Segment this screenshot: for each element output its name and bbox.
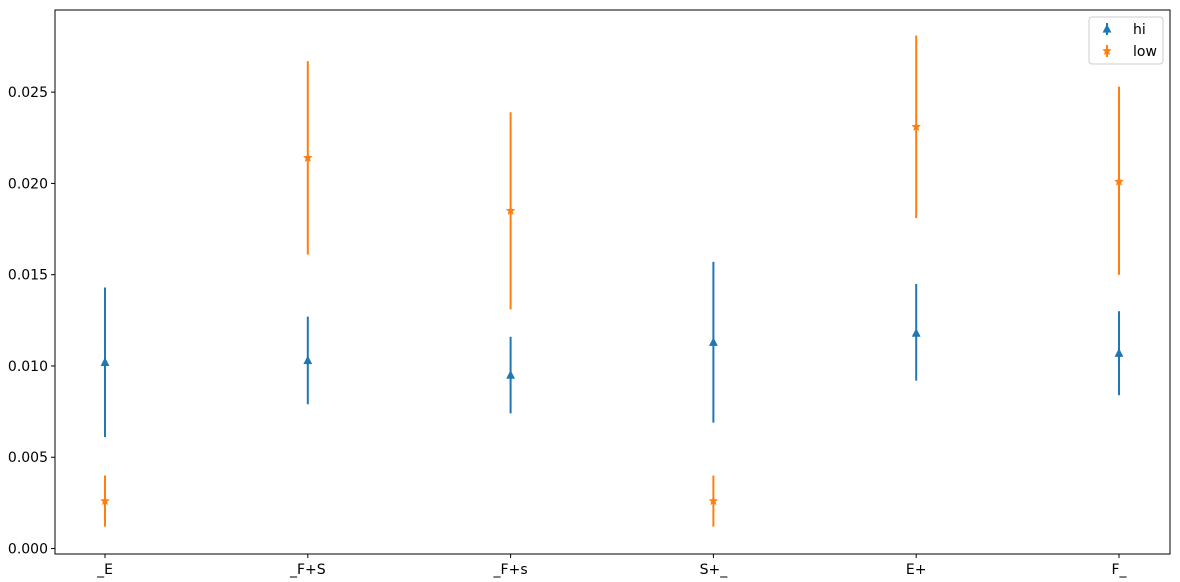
y-axis: 0.000 0.005 0.010 0.015 0.020 0.025 [8,85,55,558]
legend: hi low [1088,16,1164,65]
legend-marker-low [1102,45,1112,56]
data-point-hi [1114,348,1124,357]
data-point-hi [708,337,718,346]
data-point-low [708,495,719,506]
x-tick-label: F_ [1111,562,1127,578]
series-hi [100,261,1124,438]
x-tick-label: E+ [906,562,927,578]
legend-marker-hi [1102,23,1112,33]
x-axis: _E _F+S _F+s S+_ E+ F_ [96,554,1128,578]
x-tick-label: _F+s [493,562,528,578]
y-tick-label: 0.005 [8,450,48,466]
data-point-hi [506,370,516,379]
x-tick-label: _F+S [289,562,326,578]
series-layer [100,35,1124,527]
y-tick-label: 0.025 [8,85,48,101]
y-tick-label: 0.010 [8,359,48,375]
data-point-low [1114,176,1124,186]
data-point-low [100,495,110,506]
data-point-low [911,121,922,132]
x-tick-label: _E [96,562,113,578]
series-low [100,35,1124,527]
y-tick-label: 0.020 [8,176,48,192]
data-point-hi [911,328,921,337]
data-point-hi [100,357,110,366]
x-tick-label: S+_ [700,562,729,578]
y-tick-label: 0.000 [8,542,48,558]
data-point-low [505,205,516,215]
y-tick-label: 0.015 [8,268,48,284]
plot-area [54,9,1171,555]
data-point-low [302,152,313,163]
legend-label-hi: hi [1133,22,1146,38]
legend-label-low: low [1133,44,1157,60]
data-point-hi [303,355,313,365]
